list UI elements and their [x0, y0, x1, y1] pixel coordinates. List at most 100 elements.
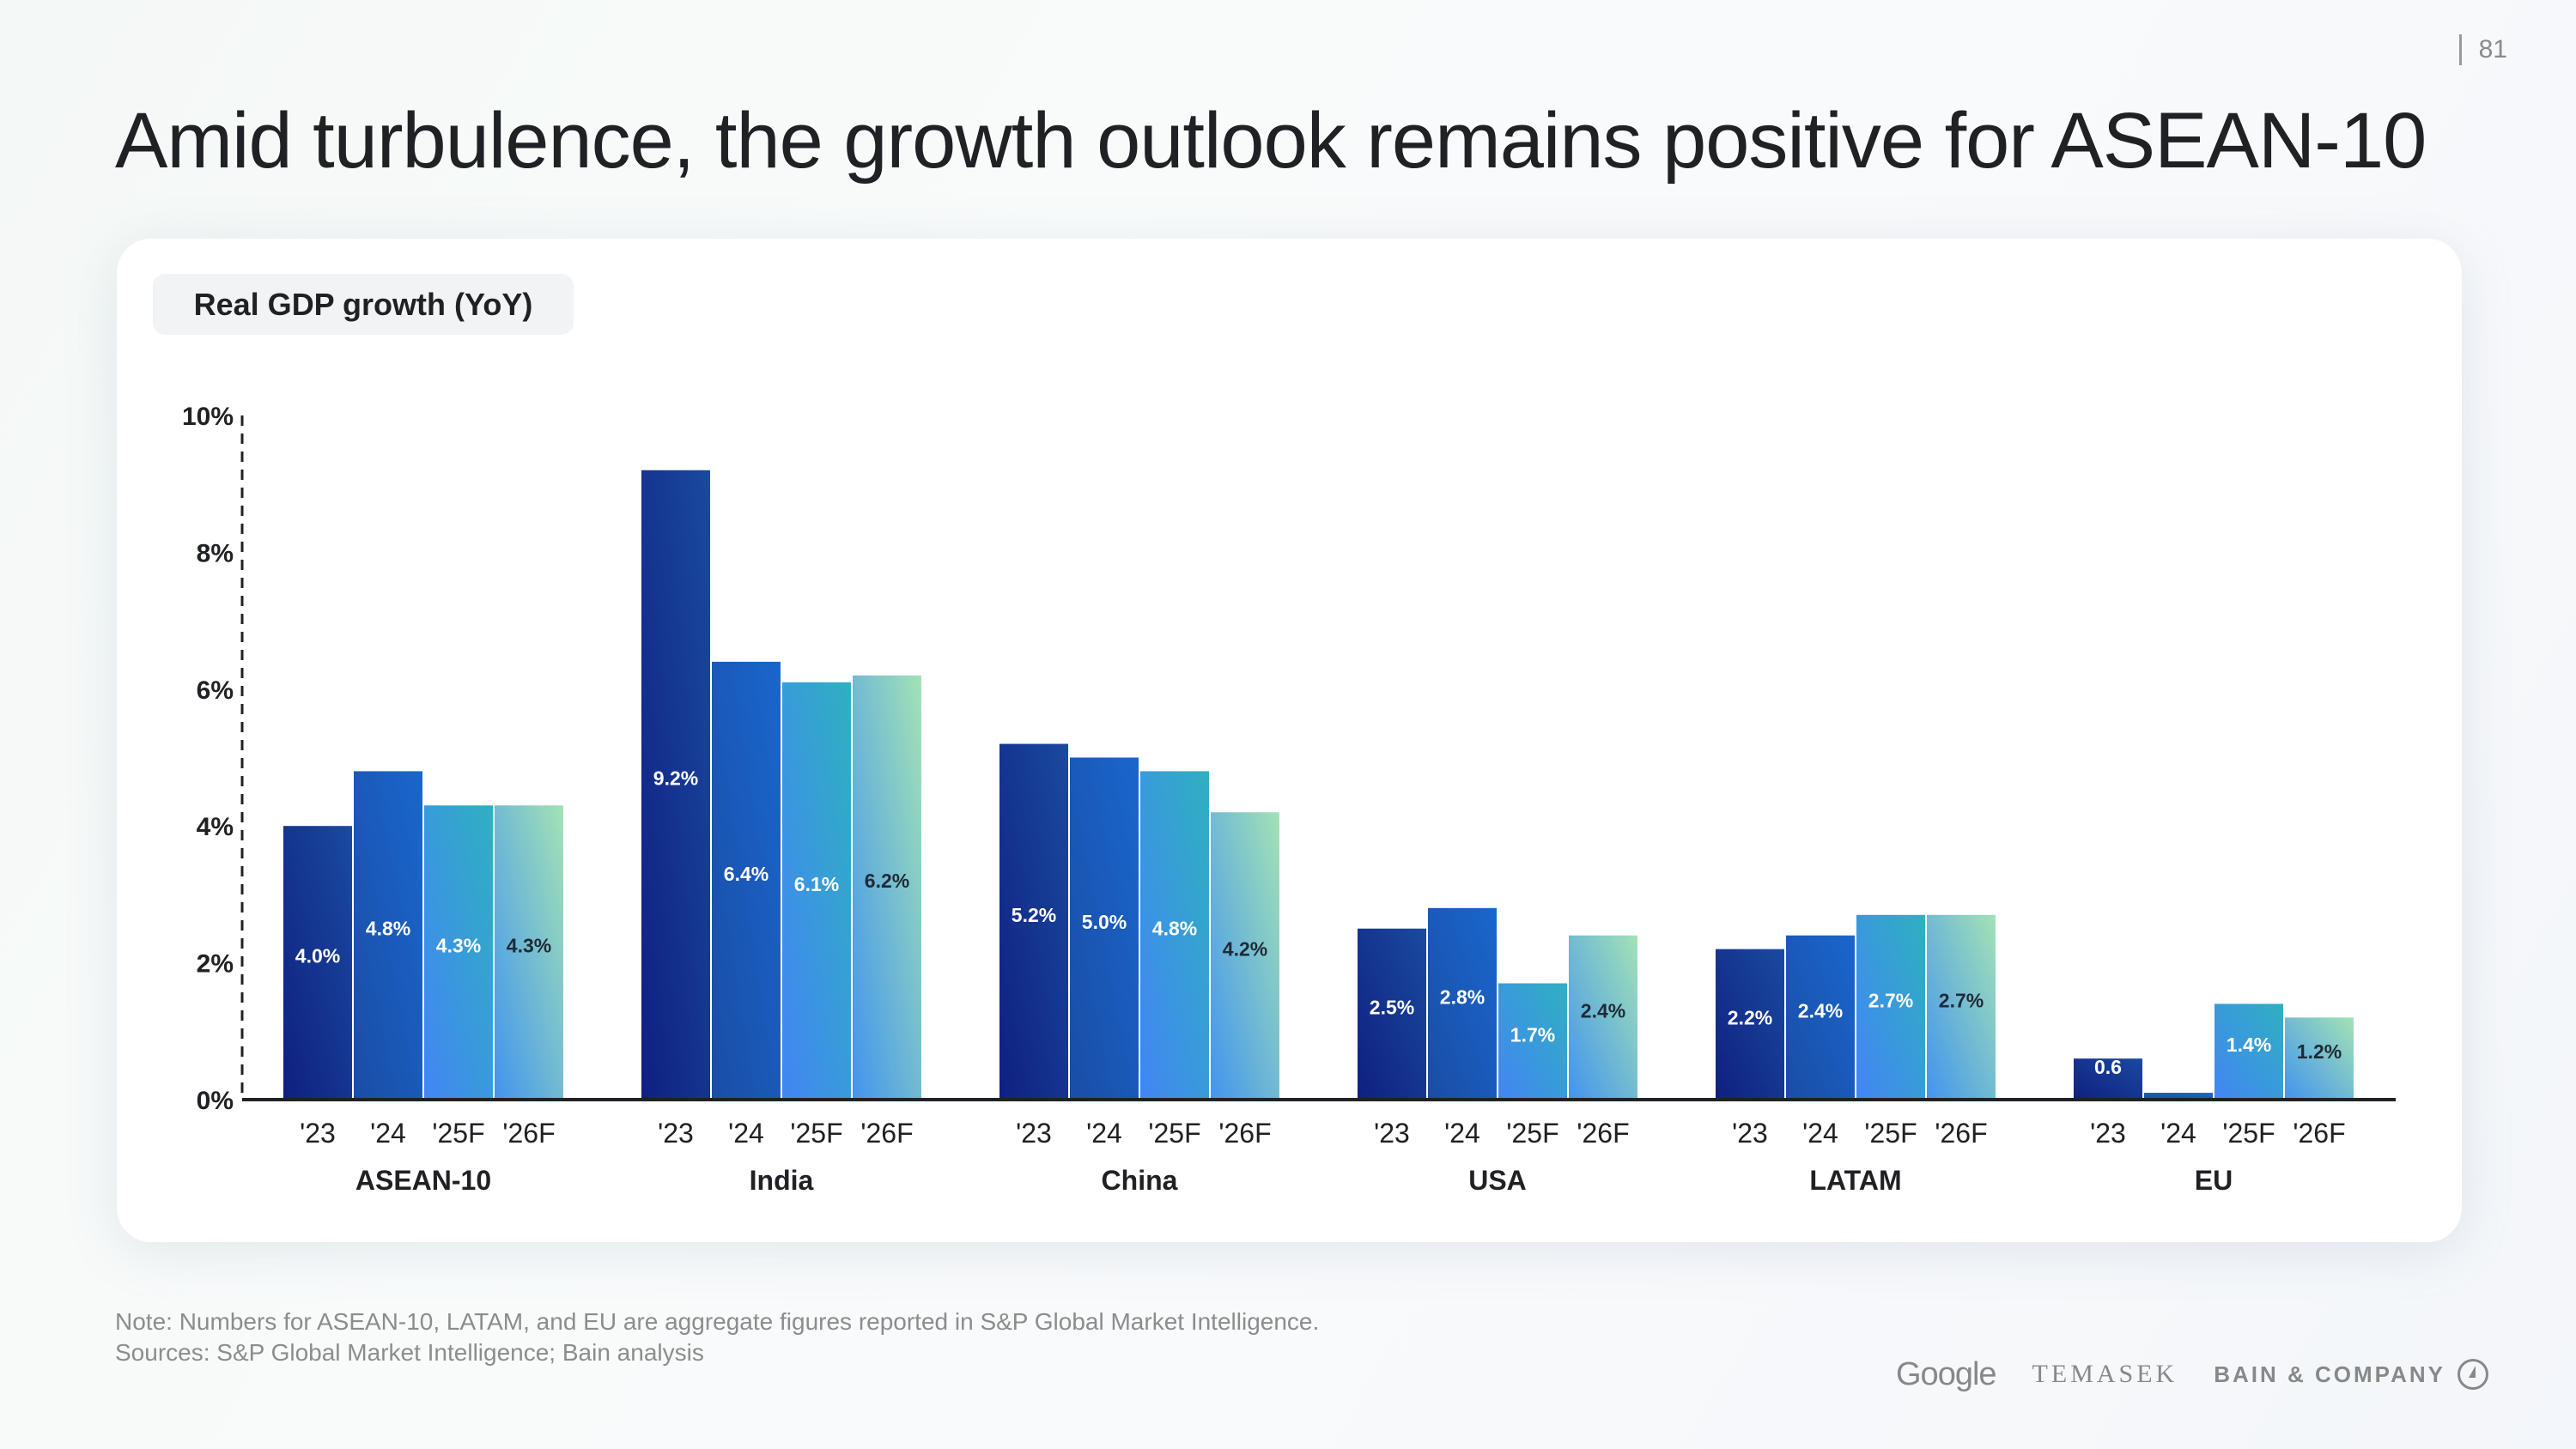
bar-usa-24: [1428, 907, 1497, 1100]
bar-usa-23: [1358, 928, 1426, 1100]
temasek-logo: TEMASEK: [2032, 1360, 2178, 1388]
x-tick-label: '25F: [1506, 1118, 1558, 1149]
bar-china-23: [999, 743, 1068, 1100]
bain-logo: BAIN & COMPANY: [2214, 1359, 2488, 1390]
y-tick-label: 4%: [197, 813, 234, 841]
bar-india-23: [641, 470, 710, 1100]
bar-asean-10-26F: [495, 805, 563, 1100]
bar-value-label: 0.1%: [2156, 1056, 2201, 1078]
x-tick-label: '23: [300, 1118, 336, 1149]
bar-value-label: 4.3%: [507, 935, 551, 957]
y-tick-label: 6%: [197, 676, 234, 705]
bar-value-label: 2.8%: [1440, 985, 1485, 1008]
category-label: LATAM: [1809, 1165, 1901, 1196]
bar-eu-23: [2074, 1058, 2142, 1100]
x-tick-label: '23: [658, 1118, 694, 1149]
bar-value-label: 5.2%: [1012, 904, 1056, 926]
x-tick-label: '23: [1374, 1118, 1410, 1149]
y-tick-label: 10%: [182, 403, 234, 431]
bar-value-label: 2.7%: [1868, 989, 1913, 1011]
bar-value-label: 2.4%: [1581, 999, 1625, 1022]
bar-eu-25F: [2215, 1003, 2283, 1100]
note-text: Note: Numbers for ASEAN-10, LATAM, and E…: [115, 1308, 1320, 1335]
bar-value-label: 9.2%: [653, 767, 698, 789]
bar-china-24: [1070, 757, 1139, 1100]
x-tick-label: '24: [1086, 1118, 1122, 1149]
bar-value-label: 4.2%: [1223, 938, 1267, 961]
category-label: ASEAN-10: [355, 1165, 491, 1196]
bar-value-label: 5.0%: [1082, 911, 1127, 933]
bar-asean-10-25F: [424, 805, 493, 1100]
x-tick-label: '25F: [2222, 1118, 2275, 1149]
bar-value-label: 1.4%: [2227, 1034, 2271, 1056]
y-tick-label: 2%: [197, 950, 234, 979]
category-label: China: [1102, 1165, 1178, 1196]
partner-logos: Google TEMASEK BAIN & COMPANY: [1896, 1353, 2488, 1396]
x-tick-label: '25F: [432, 1118, 484, 1149]
page-number-text: 81: [2478, 35, 2507, 64]
x-axis: '23 '24 '25F '26F ASEAN-10 '23 '24 '25F '26F Indi…: [242, 1098, 2396, 1196]
bar-value-label: 1.2%: [2297, 1040, 2342, 1063]
bars-layer: 4.0% 4.8% 4.3% 4.3% 9.2% 6.4% 6.1% 6.2% 5.2% 5.0%…: [283, 470, 2354, 1100]
bar-latam-23: [1716, 949, 1784, 1100]
page-title: Amid turbulence, the growth outlook rema…: [115, 97, 2427, 185]
bar-usa-25F: [1498, 983, 1567, 1100]
bar-value-label: 4.8%: [1152, 918, 1197, 940]
chart-label-chip: Real GDP growth (YoY): [153, 274, 574, 335]
y-axis: 0% 2% 4% 6% 8% 10%: [182, 403, 244, 1115]
bar-asean-10-24: [354, 771, 422, 1100]
bain-compass-icon: [2457, 1359, 2488, 1390]
bar-latam-24: [1786, 935, 1855, 1100]
x-tick-label: '26F: [860, 1118, 913, 1149]
x-tick-label: '24: [1802, 1118, 1838, 1149]
x-tick-label: '26F: [1218, 1118, 1271, 1149]
bar-value-label: 4.3%: [436, 935, 481, 957]
google-logo: Google: [1896, 1355, 1997, 1392]
bar-eu-24: [2144, 1093, 2213, 1100]
bar-india-25F: [782, 682, 851, 1100]
bar-latam-25F: [1856, 914, 1925, 1100]
x-tick-label: '23: [2090, 1118, 2126, 1149]
footnote: Note: Numbers for ASEAN-10, LATAM, and E…: [115, 1307, 1319, 1368]
bar-asean-10-23: [283, 826, 352, 1100]
bar-value-label: 2.7%: [1939, 989, 1984, 1011]
x-tick-label: '24: [728, 1118, 764, 1149]
bar-eu-26F: [2285, 1017, 2354, 1100]
bain-logo-text: BAIN & COMPANY: [2214, 1361, 2445, 1387]
category-label: USA: [1468, 1165, 1527, 1196]
x-tick-label: '26F: [502, 1118, 555, 1149]
bar-value-label: 4.8%: [366, 918, 410, 940]
x-tick-label: '26F: [2293, 1118, 2345, 1149]
bar-latam-26F: [1927, 914, 1996, 1100]
category-label: India: [750, 1165, 814, 1196]
x-tick-label: '26F: [1577, 1118, 1629, 1149]
x-tick-label: '23: [1732, 1118, 1768, 1149]
x-tick-label: '25F: [1864, 1118, 1917, 1149]
x-tick-label: '25F: [1148, 1118, 1200, 1149]
bar-value-label: 2.2%: [1728, 1006, 1772, 1028]
page-number-divider: [2458, 34, 2462, 65]
x-tick-label: '23: [1016, 1118, 1052, 1149]
category-label: EU: [2195, 1165, 2233, 1196]
x-tick-label: '25F: [790, 1118, 842, 1149]
bar-india-24: [712, 661, 781, 1100]
bar-value-label: 6.2%: [865, 870, 909, 892]
bar-value-label: 0.6: [2094, 1056, 2122, 1078]
bar-china-26F: [1211, 812, 1279, 1100]
x-tick-label: '26F: [1935, 1118, 1987, 1149]
bar-india-26F: [853, 675, 921, 1100]
x-tick-label: '24: [2160, 1118, 2196, 1149]
x-tick-label: '24: [370, 1118, 406, 1149]
bar-china-25F: [1140, 771, 1209, 1100]
sources-text: Sources: S&P Global Market Intelligence;…: [115, 1339, 704, 1366]
y-tick-label: 0%: [197, 1087, 234, 1115]
bar-value-label: 6.4%: [724, 863, 769, 885]
y-tick-label: 8%: [197, 539, 234, 567]
bar-usa-26F: [1569, 935, 1637, 1100]
bar-value-label: 2.4%: [1798, 999, 1843, 1022]
bar-value-label: 4.0%: [295, 945, 340, 967]
bar-value-label: 1.7%: [1510, 1023, 1555, 1046]
bar-value-label: 6.1%: [794, 873, 839, 895]
x-tick-label: '24: [1444, 1118, 1480, 1149]
